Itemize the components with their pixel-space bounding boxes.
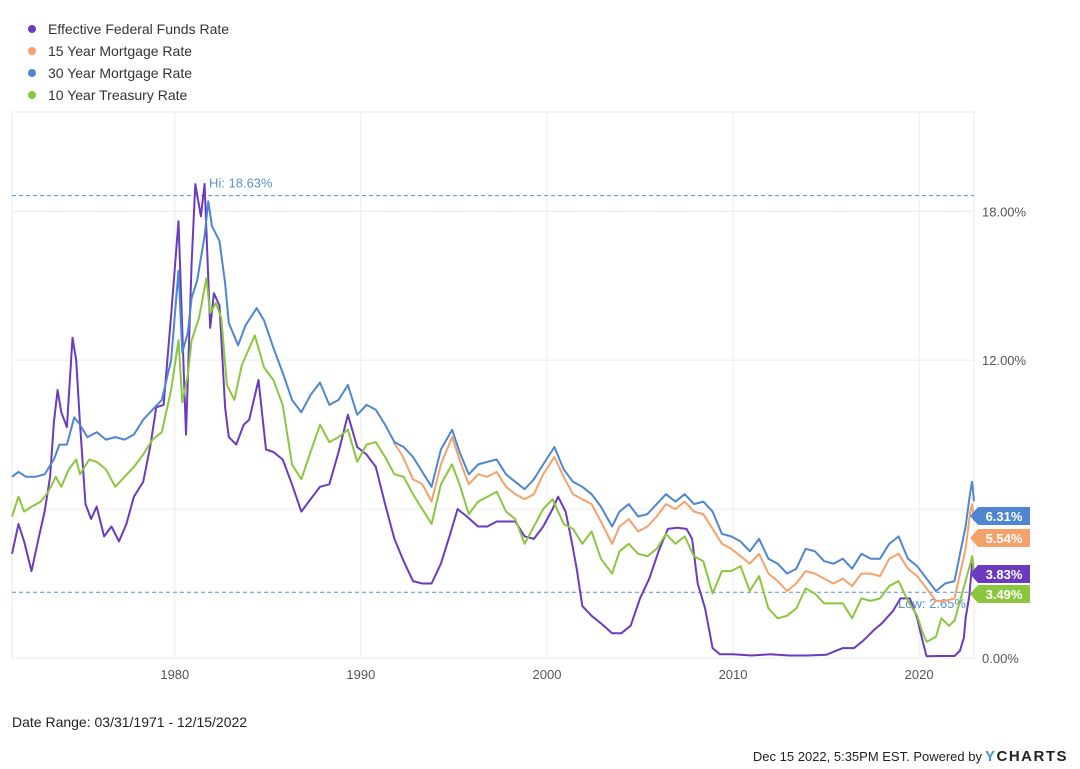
x-axis-ticks: 1980 1990 2000 2010 2020 xyxy=(160,667,933,682)
legend-label: 10 Year Treasury Rate xyxy=(48,87,188,103)
reference-label-high: Hi: 18.63% xyxy=(209,176,273,191)
x-tick-label-2000: 2000 xyxy=(533,667,562,682)
legend-dot-icon xyxy=(28,25,36,33)
x-tick-label-2020: 2020 xyxy=(905,667,934,682)
legend-dot-icon xyxy=(28,47,36,55)
end-label-value: 5.54% xyxy=(986,531,1023,546)
y-tick-label-12: 12.00% xyxy=(982,353,1027,368)
ycharts-logo[interactable]: YCHARTS xyxy=(985,748,1068,765)
legend-label: 15 Year Mortgage Rate xyxy=(48,43,192,59)
series-line-30-year-mortgage-rate xyxy=(11,200,975,592)
end-label-30-year-mortgage-rate: 6.31% xyxy=(970,507,1030,525)
date-range-label: Date Range: 03/31/1971 - 12/15/2022 xyxy=(12,714,248,730)
series-layer xyxy=(11,183,975,658)
end-label-effective-federal-funds-rate: 3.83% xyxy=(970,565,1030,583)
end-label-tag xyxy=(970,585,1030,603)
reference-lines: Hi: 18.63%Low: 2.65% xyxy=(12,176,974,611)
grid-lines xyxy=(11,111,975,659)
y-axis-ticks: 0.00% 12.00% 18.00% xyxy=(982,204,1027,666)
ycharts-logo-text: CHARTS xyxy=(996,748,1068,765)
legend-item-effective-federal-funds-rate[interactable]: Effective Federal Funds Rate xyxy=(28,18,229,40)
footer-attribution: Dec 15 2022, 5:35PM EST. Powered by YCHA… xyxy=(753,748,1068,765)
legend-dot-icon xyxy=(28,91,36,99)
end-label-value: 3.83% xyxy=(986,567,1023,582)
x-tick-label-1980: 1980 xyxy=(160,667,189,682)
end-label-10-year-treasury-rate: 3.49% xyxy=(970,585,1030,603)
end-label-tag xyxy=(970,507,1030,525)
end-label-tag xyxy=(970,529,1030,547)
legend-item-15-year-mortgage-rate[interactable]: 15 Year Mortgage Rate xyxy=(28,40,229,62)
footer-timestamp: Dec 15 2022, 5:35PM EST. Powered by xyxy=(752,749,982,764)
legend-label: 30 Year Mortgage Rate xyxy=(48,65,192,81)
y-tick-label-0: 0.00% xyxy=(982,651,1019,666)
y-tick-label-18: 18.00% xyxy=(982,204,1027,219)
legend-dot-icon xyxy=(28,69,36,77)
legend-item-30-year-mortgage-rate[interactable]: 30 Year Mortgage Rate xyxy=(28,62,229,84)
legend-item-10-year-treasury-rate[interactable]: 10 Year Treasury Rate xyxy=(28,84,229,106)
x-tick-label-1990: 1990 xyxy=(346,667,375,682)
end-label-tag xyxy=(970,565,1030,583)
ycharts-logo-y: Y xyxy=(984,748,997,765)
end-value-labels: 3.83% 5.54% 6.31% 3.49% xyxy=(970,507,1030,603)
series-line-15-year-mortgage-rate xyxy=(392,436,975,602)
end-label-15-year-mortgage-rate: 5.54% xyxy=(970,529,1030,547)
end-label-value: 3.49% xyxy=(986,587,1023,602)
plot-border xyxy=(11,111,975,659)
legend-label: Effective Federal Funds Rate xyxy=(48,21,230,37)
end-label-value: 6.31% xyxy=(986,509,1023,524)
series-line-effective-federal-funds-rate xyxy=(11,183,975,658)
series-line-10-year-treasury-rate xyxy=(11,277,975,643)
legend: Effective Federal Funds Rate 15 Year Mort… xyxy=(28,18,229,106)
x-tick-label-2010: 2010 xyxy=(719,667,748,682)
